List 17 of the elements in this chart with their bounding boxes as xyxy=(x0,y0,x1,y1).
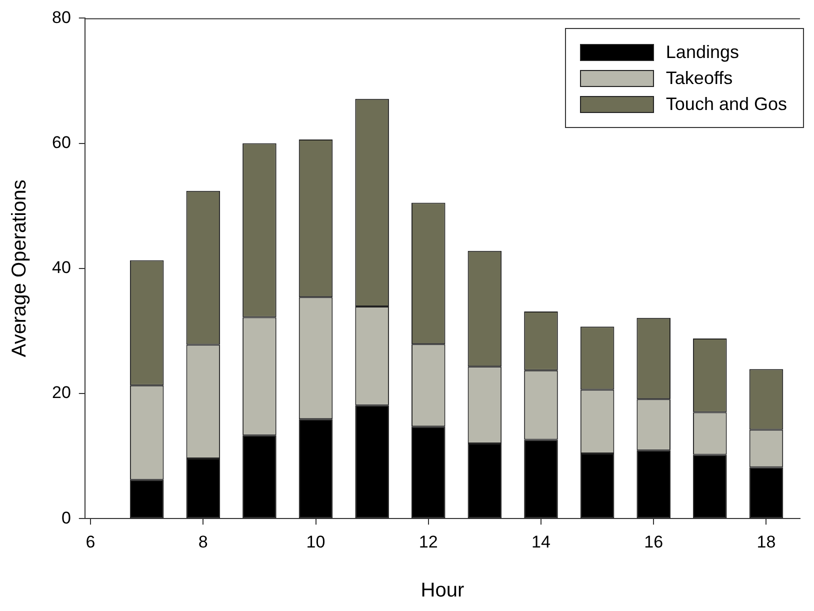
x-tick-label: 18 xyxy=(756,532,776,552)
legend-label: Landings xyxy=(666,42,739,62)
x-tick-label: 12 xyxy=(418,532,438,552)
x-tick-label: 10 xyxy=(306,532,326,552)
x-tick-label: 8 xyxy=(198,532,208,552)
y-tick-label: 60 xyxy=(52,132,71,152)
y-tick-label: 0 xyxy=(61,508,71,528)
legend-label: Touch and Gos xyxy=(666,94,787,114)
y-tick-label: 40 xyxy=(52,258,71,278)
legend-label: Takeoffs xyxy=(666,68,733,88)
y-axis-title: Average Operations xyxy=(8,180,31,358)
y-tick-label: 80 xyxy=(52,8,71,27)
y-tick-label: 20 xyxy=(52,383,71,402)
x-tick-label: 6 xyxy=(86,532,96,552)
x-axis-title: Hour xyxy=(420,580,464,602)
x-tick-label: 16 xyxy=(644,532,664,552)
x-tick-label: 14 xyxy=(532,532,550,552)
